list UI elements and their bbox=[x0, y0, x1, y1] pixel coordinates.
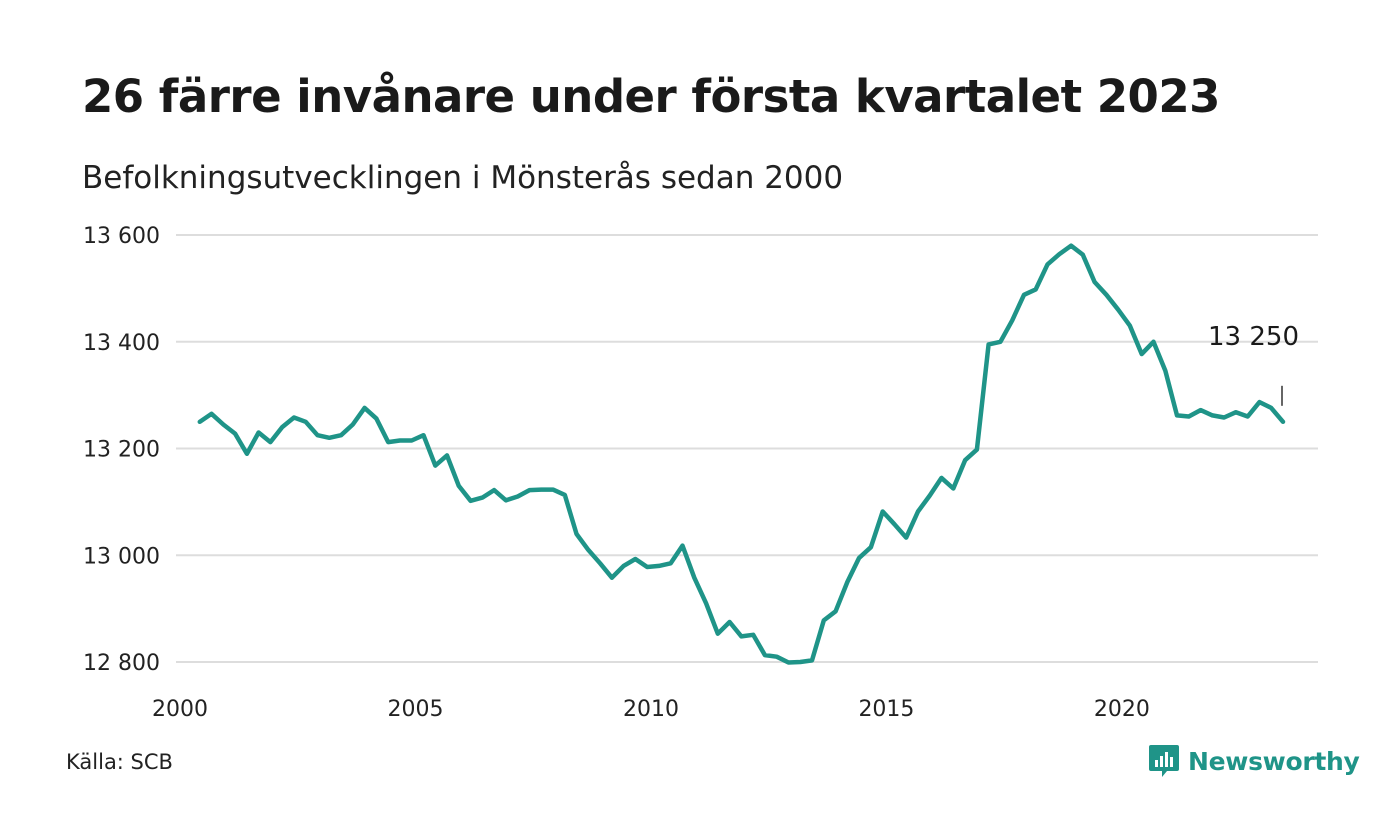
last-value-annotation: 13 250 bbox=[1208, 322, 1299, 406]
y-axis-tick-labels: 12 800 13 000 13 200 13 400 13 600 bbox=[83, 224, 160, 676]
brand-logo: Newsworthy bbox=[1148, 743, 1360, 779]
newsworthy-logo-icon bbox=[1149, 745, 1179, 777]
x-tick-label: 2015 bbox=[858, 697, 914, 722]
source-note: Källa: SCB bbox=[66, 750, 173, 774]
x-tick-label: 2000 bbox=[152, 697, 208, 722]
annotation-label: 13 250 bbox=[1208, 322, 1299, 352]
y-tick-label: 13 600 bbox=[83, 224, 160, 249]
y-tick-label: 13 000 bbox=[83, 544, 160, 569]
x-tick-label: 2005 bbox=[387, 697, 443, 722]
gridlines bbox=[176, 234, 1318, 663]
y-tick-label: 13 200 bbox=[83, 438, 160, 463]
y-tick-label: 12 800 bbox=[83, 651, 160, 676]
y-tick-label: 13 400 bbox=[83, 331, 160, 356]
brand-name: Newsworthy bbox=[1188, 746, 1360, 776]
x-tick-label: 2010 bbox=[623, 697, 679, 722]
chart-subtitle: Befolkningsutvecklingen i Mönsterås seda… bbox=[82, 160, 844, 196]
chart-title: 26 färre invånare under första kvartalet… bbox=[82, 70, 1221, 123]
x-axis-tick-labels: 2000 2005 2010 2015 2020 bbox=[152, 697, 1150, 722]
series-group bbox=[197, 243, 1286, 665]
population-series-line bbox=[197, 243, 1286, 665]
x-tick-label: 2020 bbox=[1094, 697, 1150, 722]
